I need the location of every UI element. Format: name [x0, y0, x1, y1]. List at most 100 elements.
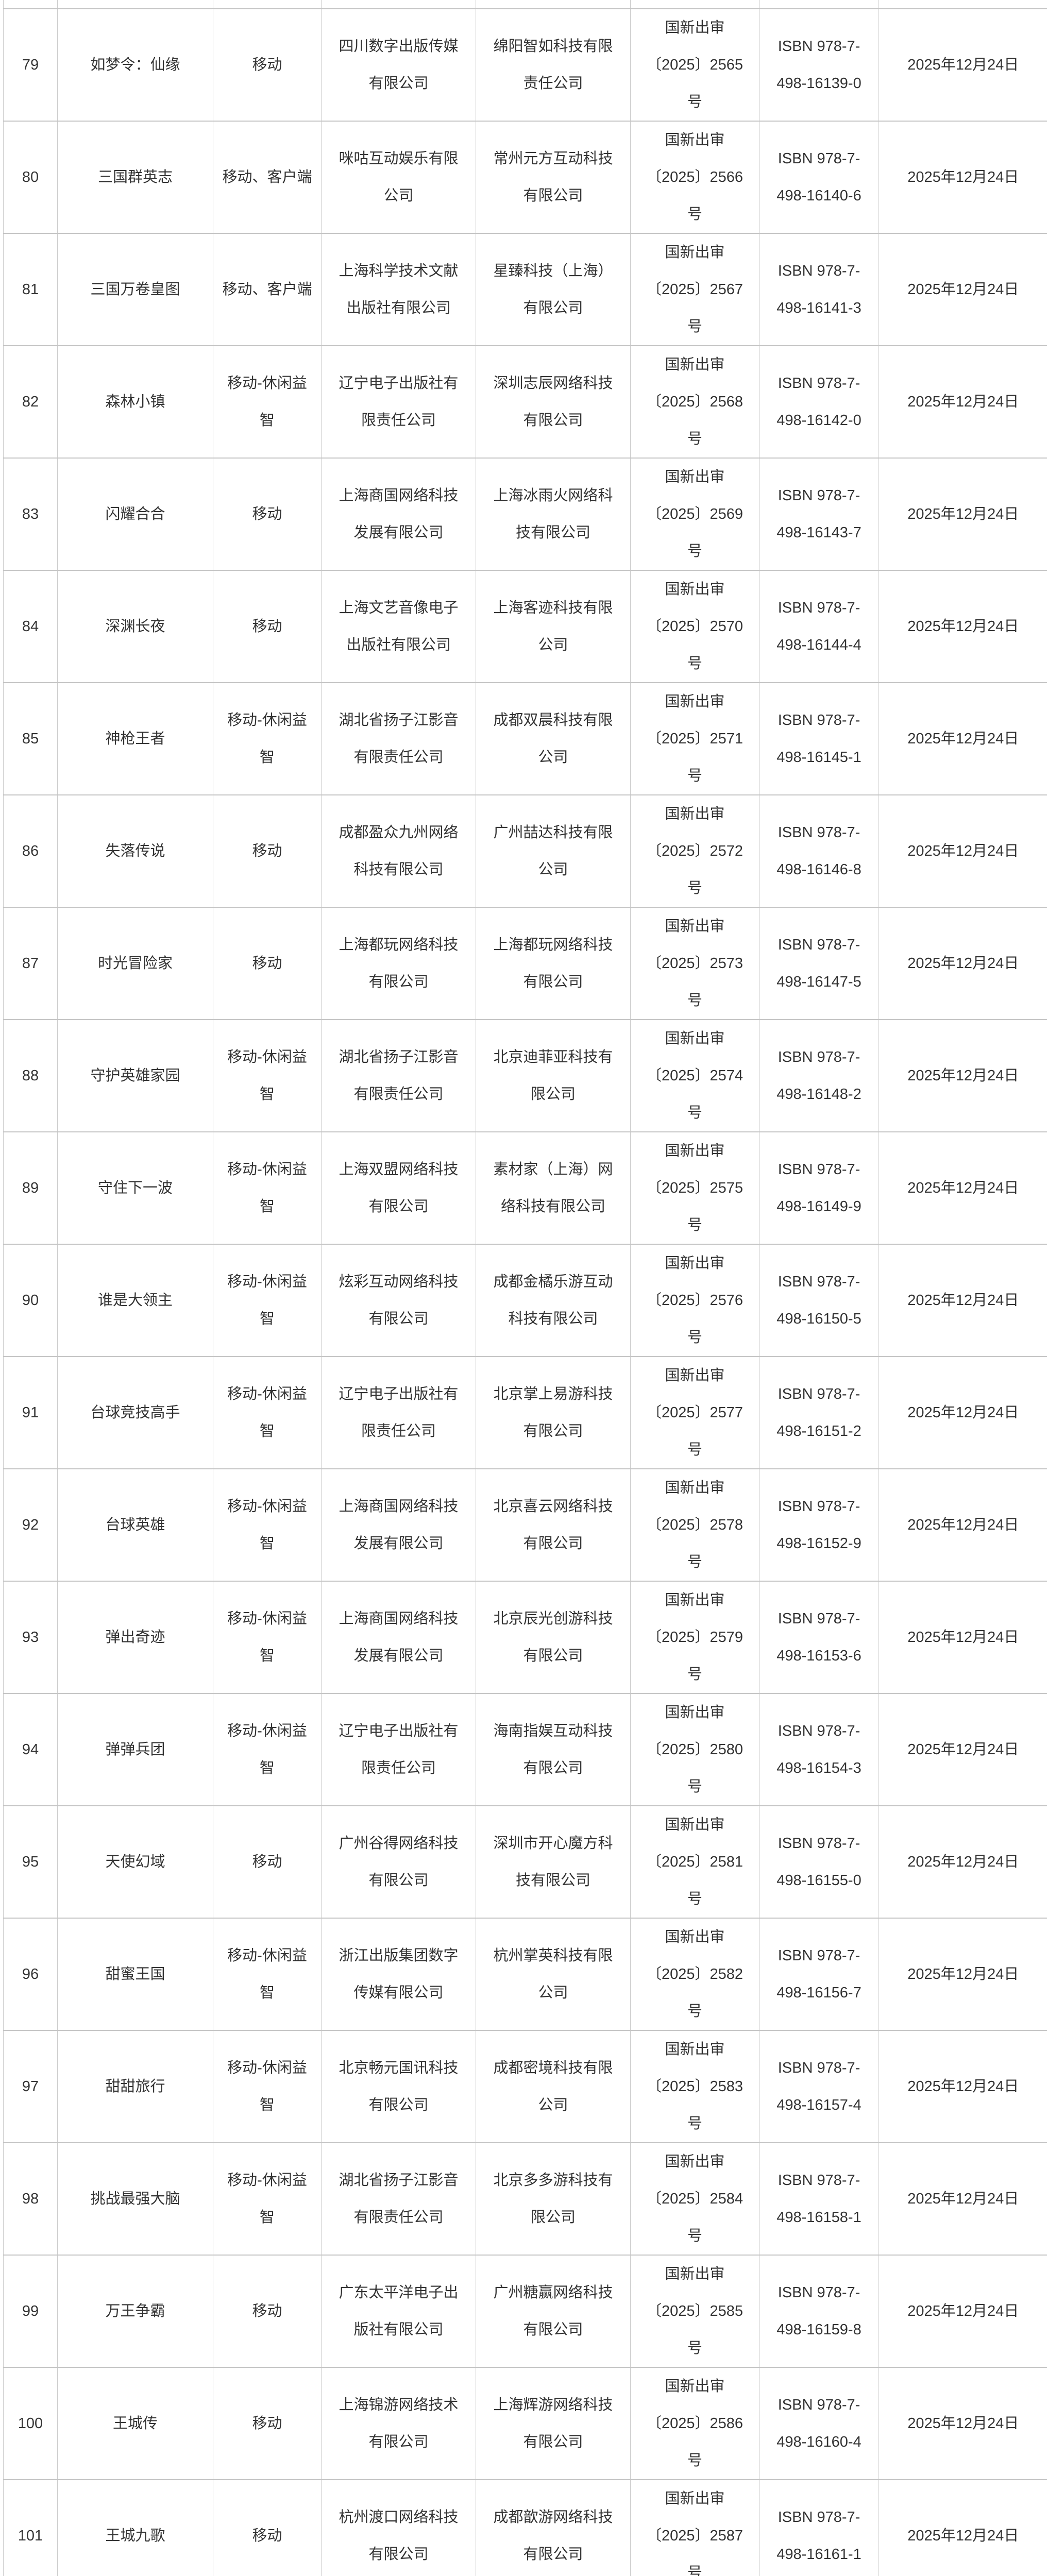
approval-number-line: 国新出审	[665, 2490, 725, 2507]
operator-cell: 绵阳智如科技有限责任公司	[476, 9, 631, 122]
operator-cell: 成都双晨科技有限公司	[476, 683, 631, 795]
isbn-line: 498-16148-2	[776, 1086, 862, 1103]
isbn-line: ISBN 978-7-	[778, 937, 860, 953]
approval-number-line: 国新出审	[665, 244, 725, 261]
isbn-cell: ISBN 978-7- 498-16161-1	[759, 2480, 879, 2576]
approval-number-line: 〔2025〕2585	[646, 2303, 744, 2319]
platform-cell: 移动-休闲益智	[213, 1020, 322, 1132]
approval-date-cell: 2025年12月24日	[879, 1693, 1047, 1806]
isbn-cell: ISBN 978-7- 498-16149-9	[759, 1132, 879, 1245]
operator-cell: 上海辉游网络科技有限公司	[476, 2367, 631, 2480]
approval-number-line: 号	[687, 318, 702, 335]
row-number-cell: 85	[3, 683, 58, 795]
approval-number-cell: 国新出审 〔2025〕2573 号	[630, 907, 759, 1020]
isbn-line: 498-16155-0	[776, 1872, 862, 1889]
isbn-line: ISBN 978-7-	[778, 2397, 860, 2413]
approval-number-cell: 国新出审 〔2025〕2577 号	[630, 1357, 759, 1469]
isbn-cell: ISBN 978-7- 498-16155-0	[759, 1806, 879, 1919]
approval-date-cell: 2025年12月24日	[879, 1244, 1047, 1357]
isbn-line: ISBN 978-7-	[778, 824, 860, 841]
game-name-cell: 三国万卷皇图	[57, 233, 213, 346]
approval-number-line: 国新出审	[665, 1255, 725, 1272]
approval-number-cell: 国新出审 〔2025〕2575 号	[630, 1132, 759, 1245]
approval-date-cell: 2025年12月24日	[879, 458, 1047, 571]
table-row: 85 神枪王者 移动-休闲益智 湖北省扬子江影音有限责任公司 成都双晨科技有限公…	[3, 683, 1047, 795]
approval-date-cell: 2025年12月24日	[879, 2255, 1047, 2368]
row-number-cell: 88	[3, 1020, 58, 1132]
approval-number-line: 号	[687, 655, 702, 672]
approval-number-cell: 国新出审 〔2025〕2568 号	[630, 346, 759, 459]
platform-cell: 移动-休闲益智	[213, 1918, 322, 2031]
table-row: 96 甜蜜王国 移动-休闲益智 浙江出版集团数字传媒有限公司 杭州掌英科技有限公…	[3, 1918, 1047, 2031]
isbn-line: ISBN 978-7-	[778, 263, 860, 279]
approval-number-line: 国新出审	[665, 1480, 725, 1496]
approval-date-cell: 2025年12月24日	[879, 1020, 1047, 1132]
row-number-cell: 92	[3, 1469, 58, 1582]
approval-number-line: 号	[687, 431, 702, 447]
row-number-cell: 86	[3, 795, 58, 908]
platform-cell: 移动、客户端	[213, 233, 322, 346]
platform-cell: 移动	[213, 2367, 322, 2480]
approval-date-cell: 2025年12月24日	[879, 2143, 1047, 2256]
isbn-line: ISBN 978-7-	[778, 1049, 860, 1065]
approval-number-line: 〔2025〕2573	[646, 955, 744, 972]
row-number-cell: 81	[3, 233, 58, 346]
approval-date-cell: 2025年12月24日	[879, 346, 1047, 459]
operator-cell: 杭州掌英科技有限公司	[476, 1918, 631, 2031]
platform-cell: 移动	[213, 2480, 322, 2576]
approval-number-line: 国新出审	[665, 1367, 725, 1384]
approval-number-line: 号	[687, 880, 702, 896]
approvals-table-body: 79 如梦令：仙缘 移动 四川数字出版传媒有限公司 绵阳智如科技有限责任公司 国…	[3, 0, 1047, 2576]
isbn-cell: ISBN 978-7- 498-16159-8	[759, 2255, 879, 2368]
approval-number-cell: 国新出审 〔2025〕2584 号	[630, 2143, 759, 2256]
game-name-cell: 甜甜旅行	[57, 2030, 213, 2143]
isbn-line: 498-16158-1	[776, 2209, 862, 2226]
operator-cell: 星臻科技（上海）有限公司	[476, 233, 631, 346]
approval-date-cell: 2025年12月24日	[879, 795, 1047, 908]
row-number-cell: 101	[3, 2480, 58, 2576]
table-row: 81 三国万卷皇图 移动、客户端 上海科学技术文献出版社有限公司 星臻科技（上海…	[3, 233, 1047, 346]
approval-number-line: 号	[687, 1666, 702, 1683]
approval-number-line: 国新出审	[665, 20, 725, 36]
operator-cell: 深圳市开心魔方科技有限公司	[476, 1806, 631, 1919]
operator-cell: 成都密境科技有限公司	[476, 2030, 631, 2143]
table-row: 99 万王争霸 移动 广东太平洋电子出版社有限公司 广州糖赢网络科技有限公司 国…	[3, 2255, 1047, 2368]
platform-cell	[213, 0, 322, 9]
row-number-cell: 87	[3, 907, 58, 1020]
publisher-cell: 上海双盟网络科技有限公司	[321, 1132, 476, 1245]
approval-number-line: 〔2025〕2575	[646, 1180, 744, 1196]
approval-date-cell: 2025年12月24日	[879, 9, 1047, 122]
game-name-cell: 深渊长夜	[57, 570, 213, 683]
operator-cell: 北京迪菲亚科技有限公司	[476, 1020, 631, 1132]
approval-number-line: 国新出审	[665, 1817, 725, 1833]
table-row: 79 如梦令：仙缘 移动 四川数字出版传媒有限公司 绵阳智如科技有限责任公司 国…	[3, 9, 1047, 122]
isbn-line: ISBN 978-7-	[778, 1498, 860, 1515]
isbn-cell	[759, 0, 879, 9]
isbn-line: ISBN 978-7-	[778, 1386, 860, 1402]
isbn-cell: ISBN 978-7- 498-16158-1	[759, 2143, 879, 2256]
isbn-line: 498-16142-0	[776, 412, 862, 429]
isbn-line: ISBN 978-7-	[778, 600, 860, 616]
row-number-cell: 99	[3, 2255, 58, 2368]
approval-number-cell: 国新出审 〔2025〕2580 号	[630, 1693, 759, 1806]
approval-date-cell: 2025年12月24日	[879, 1357, 1047, 1469]
game-name-cell: 王城九歌	[57, 2480, 213, 2576]
isbn-cell: ISBN 978-7- 498-16151-2	[759, 1357, 879, 1469]
platform-cell: 移动-休闲益智	[213, 1132, 322, 1245]
platform-cell: 移动、客户端	[213, 121, 322, 234]
approval-number-cell	[630, 0, 759, 9]
table-row: 97 甜甜旅行 移动-休闲益智 北京畅元国讯科技有限公司 成都密境科技有限公司 …	[3, 2030, 1047, 2143]
isbn-cell: ISBN 978-7- 498-16153-6	[759, 1581, 879, 1694]
isbn-cell: ISBN 978-7- 498-16145-1	[759, 683, 879, 795]
platform-cell: 移动-休闲益智	[213, 683, 322, 795]
isbn-line: 498-16154-3	[776, 1760, 862, 1776]
approval-number-line: 〔2025〕2581	[646, 1854, 744, 1870]
isbn-line: ISBN 978-7-	[778, 712, 860, 728]
operator-cell: 上海客迹科技有限公司	[476, 570, 631, 683]
approval-date-cell: 2025年12月24日	[879, 121, 1047, 234]
approval-number-line: 〔2025〕2584	[646, 2191, 744, 2207]
isbn-line: 498-16159-8	[776, 2321, 862, 2338]
approval-number-line: 国新出审	[665, 1143, 725, 1159]
game-name-cell: 守护英雄家园	[57, 1020, 213, 1132]
isbn-line: 498-16141-3	[776, 300, 862, 316]
